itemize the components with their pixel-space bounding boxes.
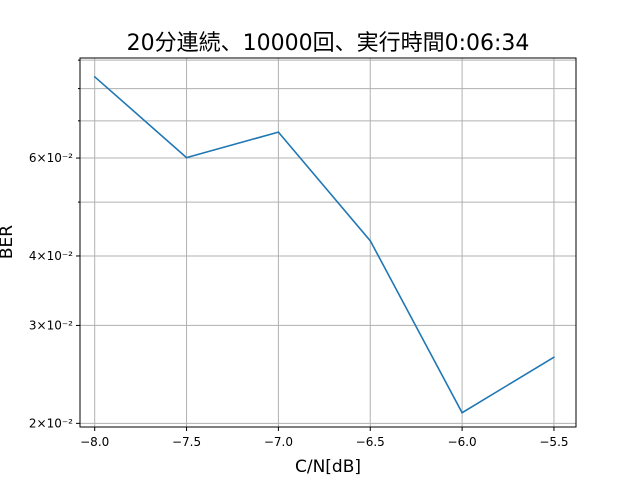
data-point [93,75,96,78]
chart-title: 20分連続、10000回、実行時間0:06:34 [127,31,530,56]
grid [80,58,576,427]
x-tick-label: −5.5 [539,435,568,449]
data-point [185,156,188,159]
y-axis-label: BER [0,225,17,259]
x-axis-label: C/N[dB] [295,457,361,477]
data-point [277,131,280,133]
x-tick-label: −8.0 [80,435,109,449]
y-tick-label: 2×10⁻² [29,416,73,430]
x-tick-label: −6.5 [356,435,385,449]
x-tick-label: −7.0 [264,435,293,449]
y-tick-label: 4×10⁻² [29,249,73,263]
y-tick-label: 3×10⁻² [29,318,73,332]
data-point [553,356,555,359]
y-axis-ticks: 2×10⁻² 3×10⁻² 4×10⁻² 6×10⁻² [29,59,80,430]
x-tick-label: −7.5 [172,435,201,449]
data-point [461,411,463,414]
series-line [94,76,555,414]
data-point [369,239,372,242]
series-layer [93,75,555,414]
x-tick-label: −6.0 [448,435,477,449]
y-tick-label: 6×10⁻² [29,151,73,165]
x-axis-ticks: −8.0 −7.5 −7.0 −6.5 −6.0 −5.5 [80,427,569,449]
plot-frame [79,57,577,428]
